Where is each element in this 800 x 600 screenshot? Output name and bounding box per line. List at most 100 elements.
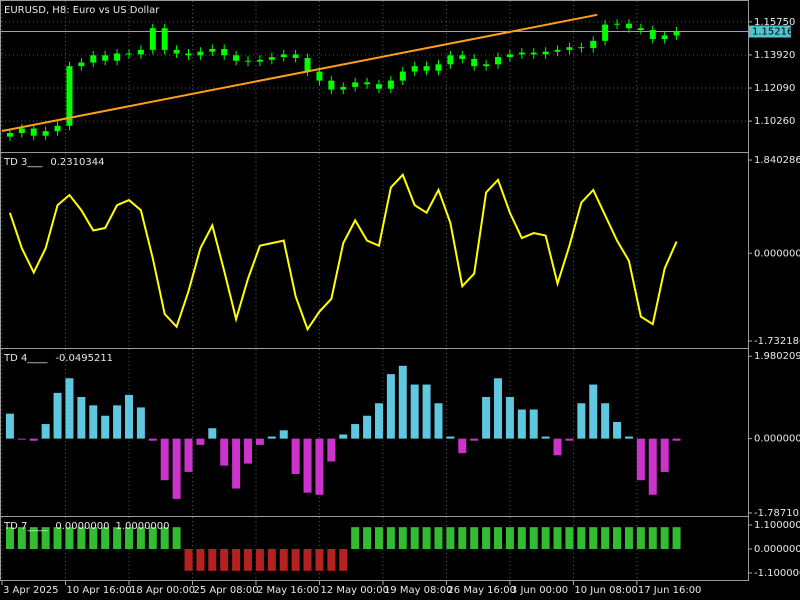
x-tick-label: 12 May 00:00 [320,585,389,596]
histogram-bar [386,527,395,549]
histogram-bar [660,438,669,472]
candle-body [411,66,418,72]
candle-body [506,54,513,58]
histogram-bar [601,403,610,439]
histogram-bar [160,438,169,481]
candle-body [173,49,180,54]
histogram-bar [648,527,657,549]
histogram-bar [565,527,574,549]
candle-body [673,31,680,36]
histogram-bar [327,549,336,571]
histogram-bar [613,421,622,439]
x-tick-label: 18 Apr 00:00 [130,585,195,596]
candle-body [245,60,252,62]
histogram-bar [29,527,38,549]
candle-body [102,55,109,61]
histogram-bar [220,549,229,571]
x-tick-label: 10 Jun 08:00 [574,585,638,596]
candle-body [375,84,382,89]
histogram-bar [101,527,110,549]
candle-body [423,66,430,71]
histogram-bar [41,527,50,549]
histogram-bar [613,527,622,549]
y-tick-label: 1.9802099 [754,351,800,362]
candle-body [6,133,13,137]
histogram-bar [65,527,74,549]
histogram-bar [529,527,538,549]
candle-body [316,71,323,81]
candle-body [399,71,406,81]
histogram-bar [648,438,657,495]
candle-body [649,30,656,40]
histogram-bar [29,438,38,441]
indicator-value: 0.0000000 [55,521,109,532]
candle-body [614,23,621,25]
histogram-bar [5,413,14,439]
histogram-bar [410,384,419,439]
candle-body [661,35,668,40]
y-tick-label: 1.13920 [754,50,795,61]
histogram-bar [77,527,86,549]
x-tick-label: 25 Apr 08:00 [193,585,258,596]
trendline [1,13,598,133]
histogram-bar [505,397,514,439]
histogram-bar [470,527,479,549]
candle-body [137,49,144,55]
histogram-bar [351,527,360,549]
y-tick-label: 1.12090 [754,83,795,94]
current-price-box [749,25,791,38]
current-price-label: 1.15216 [752,27,793,38]
candle-body [554,49,561,52]
y-tick-label: -1.1000000 [754,568,800,579]
histogram-bar [244,438,253,464]
indicator-line [8,172,678,332]
candle-body [625,23,632,29]
pane-title: TD 7____ [3,521,48,532]
candle-body [66,66,73,126]
histogram-bar [577,527,586,549]
histogram-bar [17,438,26,440]
histogram-bar [77,397,86,439]
histogram-bar [422,527,431,549]
histogram-bar [136,407,145,439]
candle-body [387,80,394,89]
histogram-bar [148,527,157,549]
y-tick-label: 0.0000000 [754,248,800,259]
histogram-bar [363,527,372,549]
y-tick-label: 1.10260 [754,116,795,127]
histogram-bar [672,438,681,441]
histogram-bar [244,549,253,571]
candle-body [233,55,240,61]
histogram-bar [541,527,550,549]
histogram-bar [589,384,598,439]
candle-body [221,48,228,56]
histogram-bar [624,436,633,439]
candle-body [530,52,537,55]
y-tick-label: 1.8402869 [754,155,800,166]
candle-body [447,55,454,65]
histogram-bar [113,527,122,549]
histogram-bar [541,436,550,439]
pane-title: TD 3___ [3,157,43,168]
histogram-bar [553,438,562,456]
histogram-bar [410,527,419,549]
candle-body [590,40,597,49]
candle-body [161,28,168,50]
candle-body [459,55,466,59]
candle-body [42,131,49,136]
histogram-bar [53,392,62,439]
candle-body [364,82,371,85]
candle-body [125,53,132,55]
candle-body [268,57,275,60]
histogram-bar [458,438,467,454]
histogram-bar [565,438,574,441]
candle-body [542,51,549,55]
histogram-bar [89,405,98,439]
histogram-bar [672,527,681,549]
histogram-bar [220,438,229,466]
histogram-bar [446,527,455,549]
histogram-bar [232,438,241,489]
histogram-bar [255,549,264,571]
histogram-bar [279,430,288,439]
candle-body [637,28,644,31]
